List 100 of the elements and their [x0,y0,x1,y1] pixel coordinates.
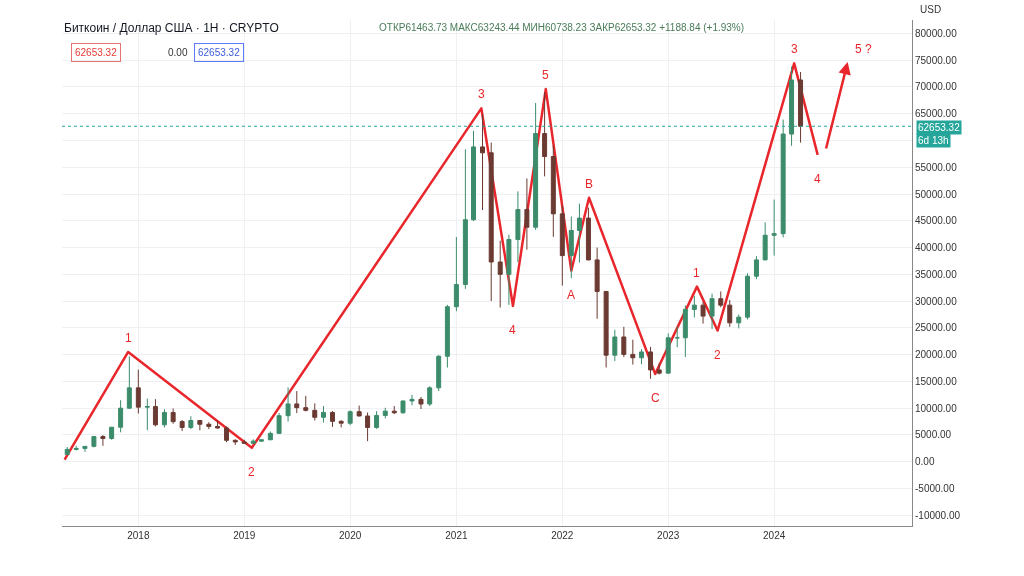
annotation: 1 [693,266,700,280]
y-tick-label: -5000.00 [915,483,955,495]
candlestick [427,385,433,407]
candlestick [258,439,264,443]
candlestick [462,148,468,290]
candlestick [109,426,115,441]
candlestick [568,216,574,279]
candlestick [576,203,582,264]
candlestick [356,405,362,417]
candlestick [515,190,521,263]
candlestick [771,199,777,257]
candlestick [497,240,503,309]
x-tick-label: 2020 [339,530,362,541]
y-tick-label: 20000.00 [915,349,958,361]
y-tick-label: 0.00 [915,456,935,468]
y-tick-label: 70000.00 [915,81,958,93]
candlestick [542,91,548,177]
candlestick [303,395,309,412]
y-tick-label: 50000.00 [915,188,958,200]
candlestick [232,438,238,446]
candlestick [691,295,697,318]
candlestick [250,438,256,445]
candlestick [603,290,609,369]
annotation: C [651,391,660,405]
y-tick-label: 65000.00 [915,108,958,120]
candlestick [73,445,79,451]
candlestick [709,293,715,330]
candlestick [347,409,353,426]
candlestick [197,419,203,431]
annotation: 5 [542,68,549,82]
candlestick [453,236,459,312]
candlestick [550,144,556,238]
y-tick-label: 10000.00 [915,402,958,414]
candlestick [612,329,618,362]
candlestick [718,290,724,308]
annotation: 4 [814,172,821,186]
candlestick [382,407,388,419]
candlestick [488,142,494,302]
candlestick [798,71,804,144]
candlestick [135,369,141,415]
annotation: B [585,177,594,191]
y-tick-label: 25000.00 [915,322,958,334]
annotation: 2 [248,465,255,479]
candlestick [727,299,733,328]
annotation: 62653.32 [75,47,118,58]
candlestick [126,355,132,410]
candlestick [391,405,397,415]
y-tick-label: 15000.00 [915,375,958,387]
y-tick-label: 40000.00 [915,242,958,254]
y-tick-label: 45000.00 [915,215,958,227]
x-tick-label: 2022 [551,530,574,541]
annotation: 2 [714,348,721,362]
candlestick [179,419,185,432]
candlestick [480,113,485,211]
candlestick [241,439,247,445]
candlestick [736,314,742,329]
candlestick [100,434,106,447]
annotation: 0.00 [168,47,188,58]
candlestick [744,272,750,321]
candlestick [118,399,124,433]
candlestick [170,407,176,425]
candlestick [559,204,565,287]
candlestick [206,421,212,430]
candlestick [665,333,671,374]
candlestick [700,301,706,325]
candlestick [338,419,344,428]
candlestick [533,102,539,231]
y-tick-label: 75000.00 [915,54,958,66]
candlestick [762,221,768,261]
candlestick [594,247,600,320]
candlestick [656,362,662,375]
candlestick [161,408,167,428]
candlestick [436,354,442,392]
x-tick-label: 2023 [657,530,680,541]
candlestick [471,130,476,222]
candlestick [409,394,415,406]
annotation: A [567,288,576,302]
candlestick [152,398,158,427]
x-tick-label: 2021 [445,530,468,541]
candlestick [444,304,450,369]
candlestick [188,415,194,430]
candlestick [329,410,335,428]
annotation: 3 [791,42,798,56]
candlestick [82,445,88,453]
candlestick [585,207,591,261]
candlestick [365,411,371,442]
y-tick-label: 30000.00 [915,295,958,307]
candlestick [630,339,636,366]
candlestick [91,435,97,448]
candlestick [64,446,70,456]
candlestick [224,425,230,443]
ref-line-label: 62653.32 [918,122,961,133]
annotation: 62653.32 [198,47,241,58]
chart-title: Биткоин / Доллар США · 1H · CRYPTO [64,21,279,35]
candlestick [294,390,300,414]
annotation: 4 [509,323,516,337]
candlestick [144,398,150,431]
x-tick-label: 2018 [127,530,150,541]
candlestick [621,326,627,358]
x-tick-label: 2019 [233,530,256,541]
